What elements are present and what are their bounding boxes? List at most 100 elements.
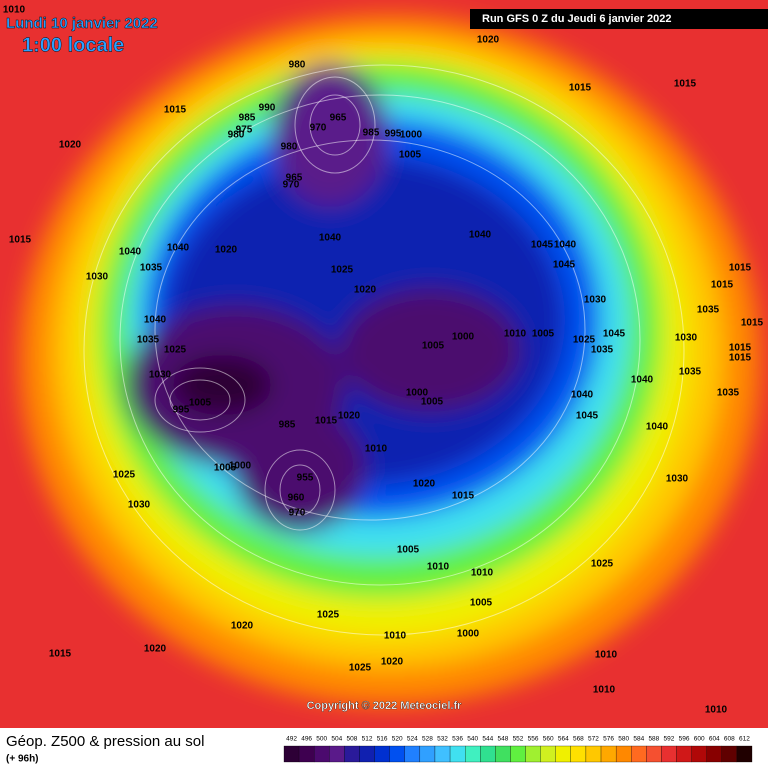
- color-swatch: [389, 745, 405, 763]
- scale-label: 500: [316, 736, 327, 743]
- isobar-label: 1010: [365, 444, 388, 455]
- isobar-label: 1005: [421, 397, 444, 408]
- isobar-label: 1040: [646, 422, 669, 433]
- isobar-label: 1045: [531, 240, 554, 251]
- isobar-label: 1010: [504, 329, 527, 340]
- isobar-label: 970: [283, 180, 300, 191]
- isobar-label: 1000: [406, 388, 429, 399]
- isobar-label: 1030: [128, 500, 151, 511]
- isobar-label: 1020: [144, 644, 167, 655]
- color-swatch: [465, 745, 481, 763]
- color-swatch: [434, 745, 451, 763]
- isobar-label: 1015: [729, 343, 752, 354]
- isobar-label: 1000: [400, 130, 423, 141]
- isobar-label: 970: [289, 508, 306, 519]
- scale-label: 512: [362, 736, 373, 743]
- isobar-label: 1005: [189, 398, 212, 409]
- color-swatch: [555, 745, 571, 763]
- scale-label: 524: [407, 736, 418, 743]
- color-swatch: [374, 745, 390, 763]
- isobar-label: 970: [310, 123, 327, 134]
- isobar-label: 1005: [532, 329, 555, 340]
- forecast-date: Lundi 10 janvier 2022: [6, 15, 158, 32]
- scale-label: 552: [513, 736, 524, 743]
- isobar-label: 1030: [149, 370, 172, 381]
- color-swatch: [570, 745, 587, 763]
- isobar-label: 1025: [591, 559, 614, 570]
- scale-label: 540: [467, 736, 478, 743]
- scale-label: 608: [724, 736, 735, 743]
- isobar-label: 1000: [457, 629, 480, 640]
- isobar-label: 1020: [338, 411, 361, 422]
- isobar-label: 1025: [164, 345, 187, 356]
- isobar-label: 1000: [452, 332, 475, 343]
- isobar-label: 995: [173, 405, 190, 416]
- isobar-label: 1035: [137, 335, 160, 346]
- scale-label: 560: [543, 736, 554, 743]
- run-box: [470, 9, 768, 29]
- color-scale: 492 496 500 504 508 512 516 520 524 528 532 536 540 5…: [283, 736, 753, 763]
- isobar-label: 1015: [569, 83, 592, 94]
- isobar-label: 1035: [591, 345, 614, 356]
- isobar-label: 995: [385, 129, 402, 140]
- scale-label: 576: [603, 736, 614, 743]
- scale-label: 508: [347, 736, 358, 743]
- scale-label: 504: [331, 736, 342, 743]
- scale-label: 496: [301, 736, 312, 743]
- footer-lead: (+ 96h): [6, 754, 39, 765]
- isobar-label: 1015: [164, 105, 187, 116]
- isobar-label: 1035: [697, 305, 720, 316]
- isobar-label: 1020: [413, 479, 436, 490]
- color-swatch: [495, 745, 511, 763]
- scale-label: 516: [377, 736, 388, 743]
- isobar-label: 1010: [384, 631, 407, 642]
- isobar-label: 1040: [631, 375, 654, 386]
- isobar-label: 1025: [113, 470, 136, 481]
- isobar-label: 1010: [593, 685, 616, 696]
- isobar-label: 1020: [59, 140, 82, 151]
- scale-label: 588: [648, 736, 659, 743]
- color-swatch: [691, 745, 707, 763]
- color-swatch: [661, 745, 677, 763]
- isobar-label: 1040: [554, 240, 577, 251]
- isobar-label: 1015: [729, 353, 752, 364]
- color-swatch: [359, 745, 375, 763]
- scale-label: 596: [679, 736, 690, 743]
- scale-label: 520: [392, 736, 403, 743]
- copyright: Copyright © 2022 Meteociel.fr: [307, 700, 463, 712]
- color-swatch: [329, 745, 345, 763]
- scale-label: 572: [588, 736, 599, 743]
- color-swatch: [706, 745, 722, 763]
- scale-label: 544: [482, 736, 493, 743]
- color-swatch: [736, 745, 753, 763]
- isobar-label: 1015: [729, 263, 752, 274]
- isobar-label: 1040: [144, 315, 167, 326]
- isobar-label: 1020: [231, 621, 254, 632]
- map-fields: [0, 0, 768, 728]
- isobar-label: 1045: [603, 329, 626, 340]
- color-swatch: [449, 745, 466, 763]
- scale-label: 532: [437, 736, 448, 743]
- isobar-label: 1010: [427, 562, 450, 573]
- isobar-label: 1045: [576, 411, 599, 422]
- isobar-label: 1040: [167, 243, 190, 254]
- isobar-label: 955: [297, 473, 314, 484]
- scale-label: 528: [422, 736, 433, 743]
- isobar-label: 1005: [422, 341, 445, 352]
- scale-label: 580: [618, 736, 629, 743]
- color-swatch: [585, 745, 602, 763]
- isobar-label: 985: [363, 128, 380, 139]
- isobar-label: 1015: [315, 416, 338, 427]
- isobar-label: 980: [289, 60, 306, 71]
- color-swatch: [344, 745, 360, 763]
- isobar-label: 985: [239, 113, 256, 124]
- isobar-label: 1020: [215, 245, 238, 256]
- scale-label: 600: [694, 736, 705, 743]
- isobar-label: 1010: [471, 568, 494, 579]
- isobar-label: 1030: [666, 474, 689, 485]
- color-swatch: [631, 745, 647, 763]
- isobar-label: 1000: [229, 461, 252, 472]
- color-swatch: [510, 745, 526, 763]
